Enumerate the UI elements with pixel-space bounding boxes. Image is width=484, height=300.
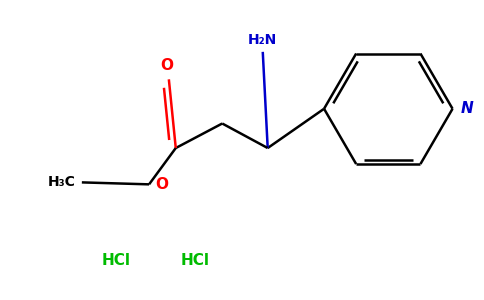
Text: HCl: HCl — [181, 254, 210, 268]
Text: H₃C: H₃C — [48, 176, 76, 189]
Text: N: N — [461, 101, 474, 116]
Text: O: O — [160, 58, 173, 73]
Text: O: O — [155, 177, 168, 192]
Text: HCl: HCl — [102, 254, 131, 268]
Text: H₂N: H₂N — [248, 33, 277, 46]
